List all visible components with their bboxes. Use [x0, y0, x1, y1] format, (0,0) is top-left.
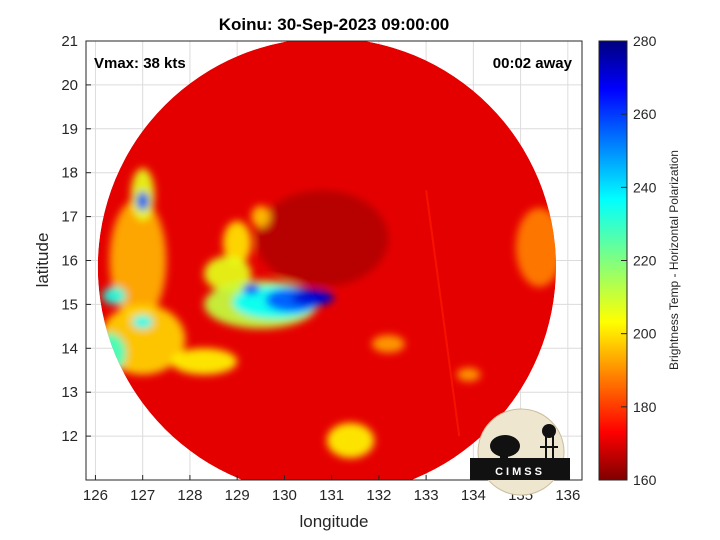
- brightness-feature: [171, 348, 238, 375]
- brightness-feature: [371, 335, 405, 353]
- x-axis-label: longitude: [299, 512, 368, 531]
- colorbar-tick-label: 280: [633, 33, 657, 49]
- colorbar-label: Brightness Temp - Horizontal Polarizatio…: [667, 150, 681, 370]
- chart-title: Koinu: 30-Sep-2023 09:00:00: [219, 15, 450, 34]
- brightness-feature: [222, 220, 252, 265]
- brightness-feature: [132, 315, 154, 329]
- brightness-feature: [136, 191, 150, 211]
- y-axis-label: latitude: [33, 233, 52, 288]
- y-tick-label: 19: [61, 121, 78, 138]
- y-tick-label: 12: [61, 428, 78, 445]
- x-tick-label: 132: [366, 487, 391, 504]
- colorbar-tick-label: 240: [633, 179, 657, 195]
- time-away-annotation: 00:02 away: [493, 55, 573, 72]
- brightness-feature: [242, 283, 260, 295]
- y-tick-label: 15: [61, 296, 78, 313]
- y-tick-label: 18: [61, 165, 78, 182]
- brightness-feature: [456, 368, 481, 382]
- y-tick-label: 17: [61, 209, 78, 226]
- colorbar-ticks: 160 180 200 220 240 260 280: [621, 33, 657, 488]
- x-tick-label: 136: [555, 487, 580, 504]
- data-layer: [97, 41, 557, 480]
- vmax-annotation: Vmax: 38 kts: [94, 55, 186, 72]
- satellite-dish-icon: [490, 435, 520, 457]
- logo-text: CIMSS: [495, 466, 545, 478]
- y-tick-label: 21: [61, 33, 78, 50]
- scan-edge-line: [425, 190, 461, 437]
- x-tick-label: 130: [272, 487, 297, 504]
- colorbar-tick-label: 260: [633, 106, 657, 122]
- x-tick-label: 134: [461, 487, 486, 504]
- x-tick-label: 131: [319, 487, 344, 504]
- colorbar-tick-label: 200: [633, 326, 657, 342]
- brightness-feature: [291, 289, 334, 306]
- x-tick-label: 128: [177, 487, 202, 504]
- cimss-logo: CIMSS: [470, 408, 570, 496]
- colorbar-tick-label: 160: [633, 472, 657, 488]
- y-tick-label: 13: [61, 384, 78, 401]
- water-tower-icon: [542, 424, 556, 438]
- colorbar-tick-label: 180: [633, 399, 657, 415]
- y-axis-ticks: 12 13 14 15 16 17 18 19 20 21: [61, 33, 91, 445]
- x-tick-label: 129: [225, 487, 250, 504]
- brightness-feature: [256, 190, 389, 287]
- y-tick-label: 16: [61, 253, 78, 270]
- brightness-feature: [102, 286, 127, 305]
- brightness-features: [97, 168, 557, 459]
- brightness-feature: [326, 422, 375, 459]
- y-tick-label: 14: [61, 340, 78, 357]
- brightness-feature: [515, 207, 557, 287]
- x-tick-label: 133: [414, 487, 439, 504]
- colorbar-tick-label: 220: [633, 253, 657, 269]
- y-tick-label: 20: [61, 77, 78, 94]
- x-tick-label: 126: [83, 487, 108, 504]
- x-tick-label: 127: [130, 487, 155, 504]
- brightness-feature: [251, 205, 271, 228]
